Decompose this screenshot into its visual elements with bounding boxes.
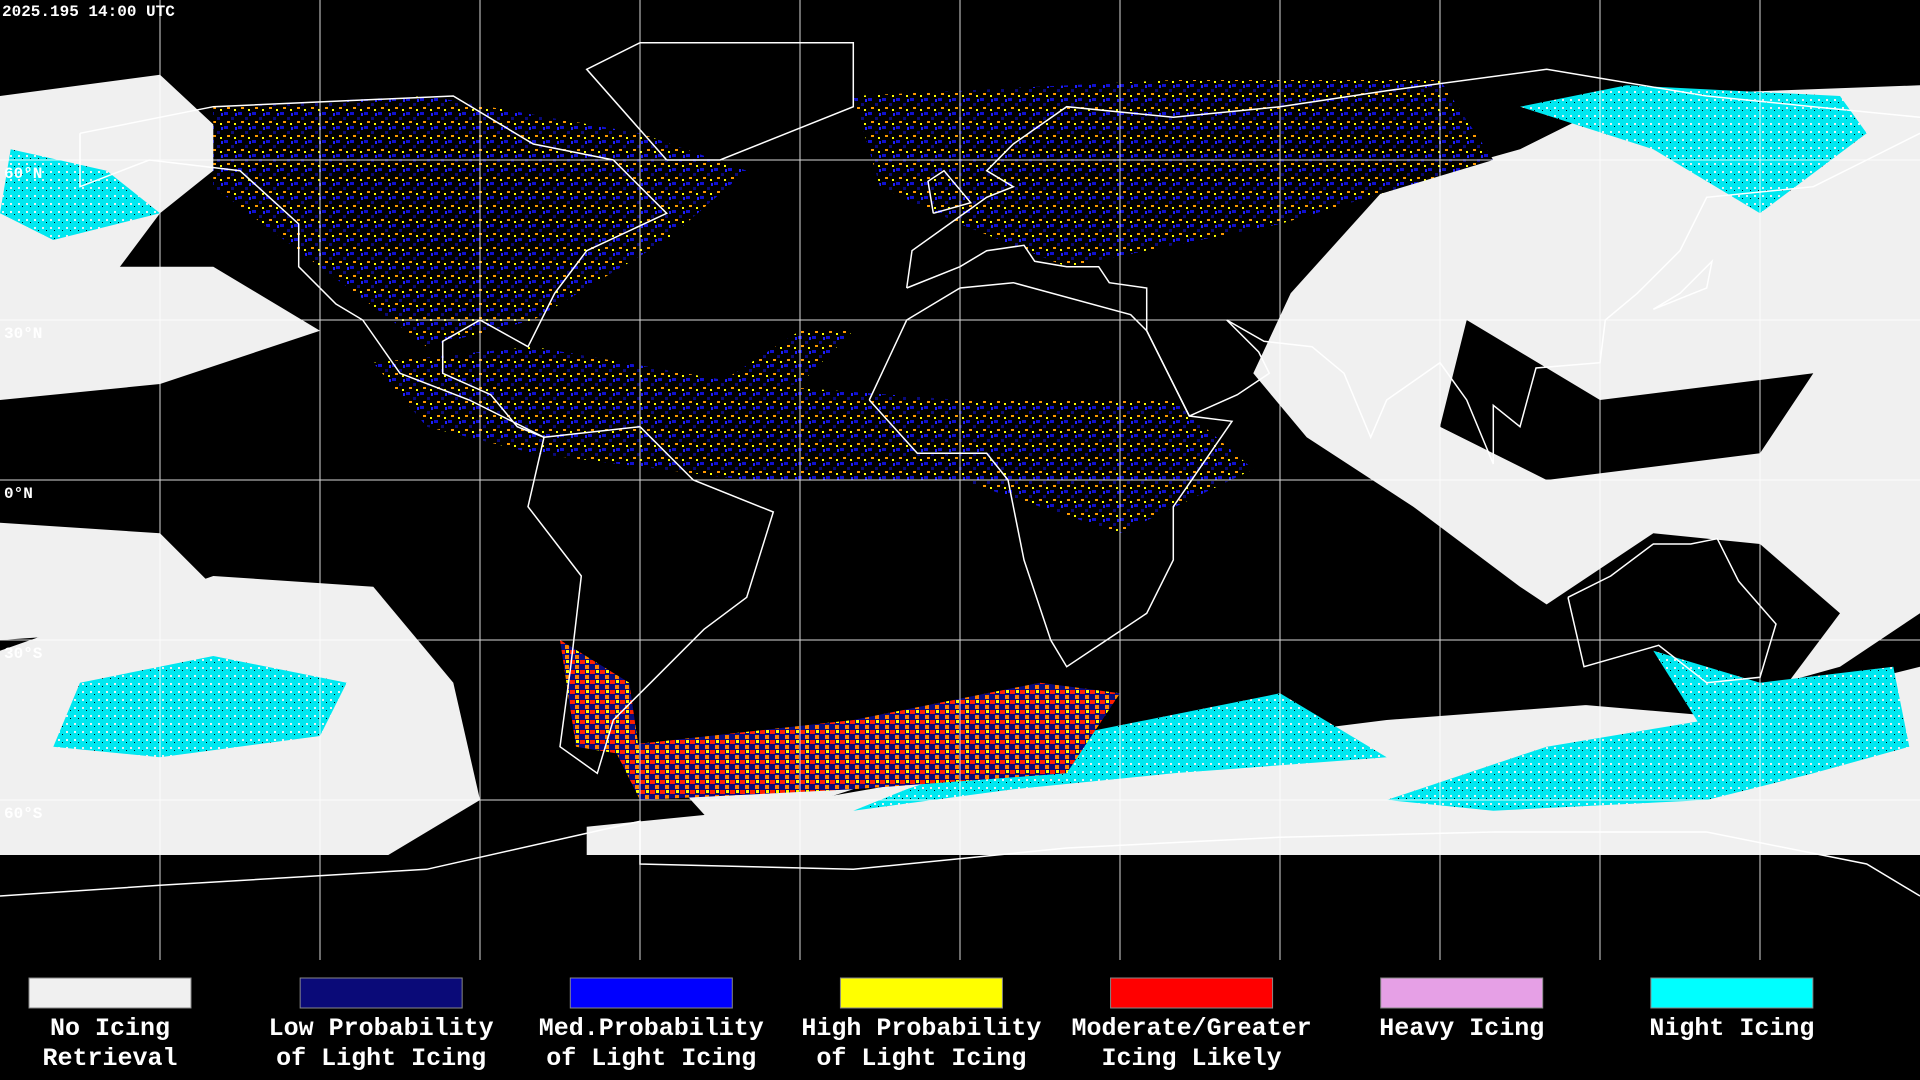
cloud-area [1493, 533, 1840, 720]
latitude-labels: 60°N 30°N 0°N 30°S 60°S [4, 165, 43, 823]
legend-label: of Light Icing [816, 1044, 1026, 1073]
legend-label: Retrieval [42, 1044, 177, 1073]
cloud-area [1520, 85, 1867, 214]
coastline [1567, 537, 1777, 684]
legend-swatch [299, 977, 463, 1009]
cloud-area [586, 666, 1920, 896]
latitude-label: 0°N [4, 485, 33, 503]
legend-swatch [1650, 977, 1814, 1009]
cloud-area [1440, 320, 1814, 480]
legend-label: Heavy Icing [1379, 1014, 1544, 1043]
legend-label: No Icing [50, 1014, 170, 1043]
legend-swatch [1110, 977, 1274, 1009]
cloud-area [373, 346, 1254, 534]
legend-label: Low Probability [269, 1014, 494, 1043]
timestamp: 2025.195 14:00 UTC [2, 3, 175, 21]
legend-label: High Probability [801, 1014, 1041, 1043]
legend-swatch [28, 977, 192, 1009]
cloud-area [853, 80, 1494, 267]
legend-swatch [569, 977, 733, 1009]
cloud-area [693, 330, 854, 400]
coastline [906, 132, 1920, 465]
coastline [527, 425, 775, 775]
latitude-label: 30°N [4, 325, 42, 343]
legend-swatch [1380, 977, 1544, 1009]
coastline [927, 169, 973, 215]
cloud-area [560, 640, 640, 758]
legend-label: Night Icing [1649, 1014, 1814, 1043]
coastline [1652, 259, 1714, 310]
legend-label: of Light Icing [276, 1044, 486, 1073]
latitude-label: 60°N [4, 165, 42, 183]
legend-label: Med.Probability [539, 1014, 764, 1043]
latitude-label: 30°S [4, 645, 43, 663]
legend-label: Icing Likely [1102, 1044, 1282, 1073]
legend-label: of Light Icing [546, 1044, 756, 1073]
cloud-area [0, 149, 160, 240]
cloud-area [613, 682, 1120, 800]
legend-swatch [839, 977, 1003, 1009]
coastline [905, 68, 1920, 289]
latitude-label: 60°S [4, 805, 43, 823]
cloud-area [53, 656, 347, 758]
coastline [868, 281, 1234, 668]
graticule [0, 0, 1920, 960]
legend-label: Moderate/Greater [1072, 1014, 1312, 1043]
